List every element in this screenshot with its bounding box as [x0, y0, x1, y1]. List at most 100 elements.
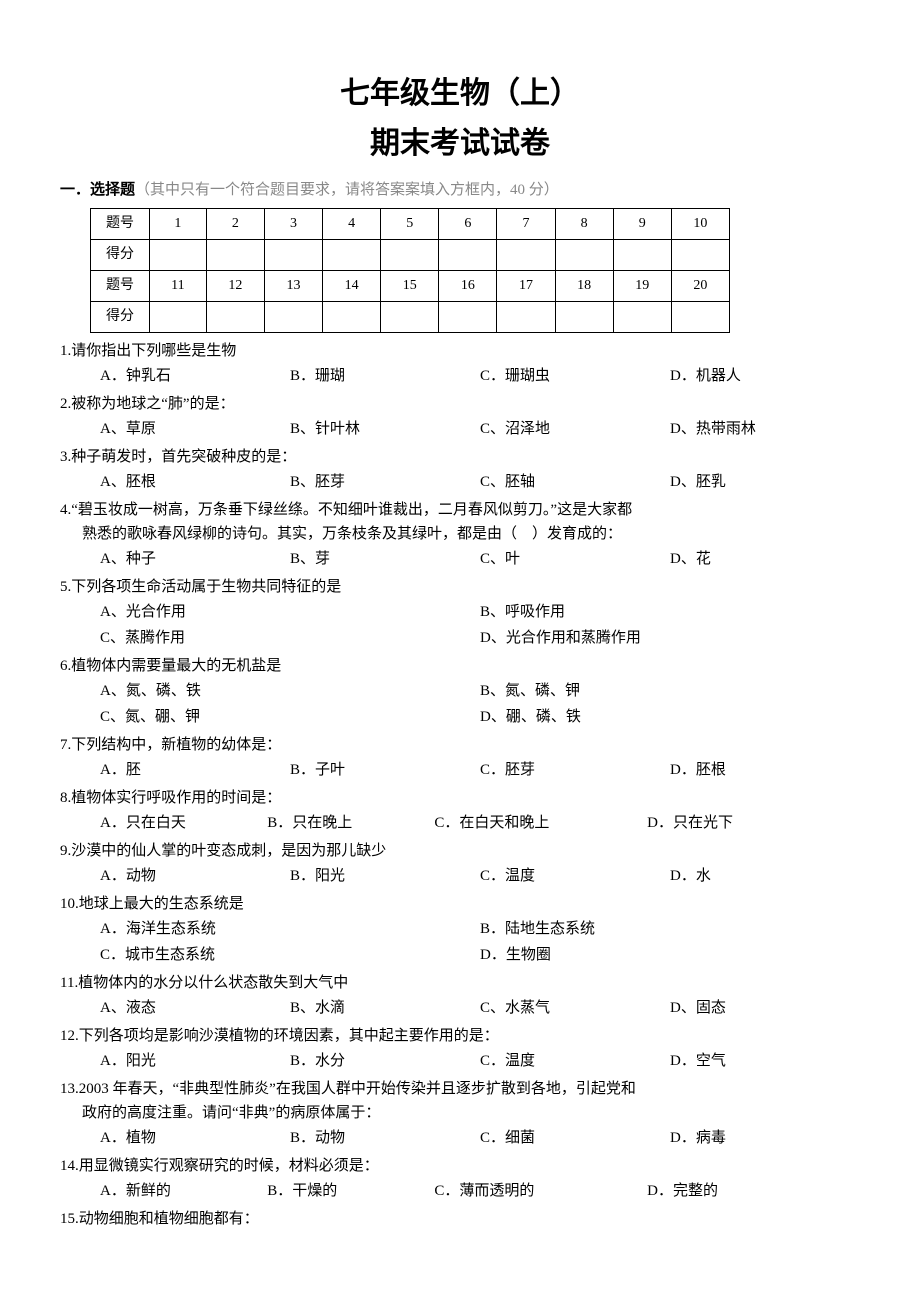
- option-d: D．病毒: [670, 1125, 860, 1151]
- score-cell: 3: [264, 209, 322, 240]
- option-d: D．完整的: [647, 1178, 860, 1204]
- option-d: D、胚乳: [670, 469, 860, 495]
- question-12: 12.下列各项均是影响沙漠植物的环境因素，其中起主要作用的是： A．阳光 B．水…: [60, 1024, 860, 1074]
- section-1-heading: 一．选择题（其中只有一个符合题目要求，请将答案案填入方框内，40 分）: [60, 178, 860, 202]
- question-text: 12.下列各项均是影响沙漠植物的环境因素，其中起主要作用的是：: [60, 1024, 860, 1048]
- option-c: C．薄而透明的: [434, 1178, 647, 1204]
- score-cell: 4: [323, 209, 381, 240]
- score-cell: 15: [381, 271, 439, 302]
- option-d: D．胚根: [670, 757, 860, 783]
- option-c: C、水蒸气: [480, 995, 670, 1021]
- option-d: D．机器人: [670, 363, 860, 389]
- question-3: 3.种子萌发时，首先突破种皮的是： A、胚根 B、胚芽 C、胚轴 D、胚乳: [60, 445, 860, 495]
- question-text: 6.植物体内需要量最大的无机盐是: [60, 654, 860, 678]
- score-cell: 17: [497, 271, 555, 302]
- option-b: B．阳光: [290, 863, 480, 889]
- score-cell: 19: [613, 271, 671, 302]
- score-cell: 10: [671, 209, 729, 240]
- option-d: D、光合作用和蒸腾作用: [480, 625, 860, 651]
- option-a: A．海洋生态系统: [100, 916, 480, 942]
- option-a: A．只在白天: [100, 810, 267, 836]
- question-text: 1.请你指出下列哪些是生物: [60, 339, 860, 363]
- question-1: 1.请你指出下列哪些是生物 A．钟乳石 B．珊瑚 C．珊瑚虫 D．机器人: [60, 339, 860, 389]
- section-name: 选择题: [90, 182, 135, 198]
- option-c: C、沼泽地: [480, 416, 670, 442]
- score-blank: [264, 302, 322, 333]
- question-5: 5.下列各项生命活动属于生物共同特征的是 A、光合作用 B、呼吸作用 C、蒸腾作…: [60, 575, 860, 651]
- option-a: A、胚根: [100, 469, 290, 495]
- option-c: C．细菌: [480, 1125, 670, 1151]
- option-d: D、固态: [670, 995, 860, 1021]
- option-d: D、硼、磷、铁: [480, 704, 860, 730]
- score-cell: 6: [439, 209, 497, 240]
- option-b: B．陆地生态系统: [480, 916, 860, 942]
- score-label-qnum: 题号: [91, 209, 150, 240]
- option-a: A．新鲜的: [100, 1178, 267, 1204]
- score-cell: 18: [555, 271, 613, 302]
- score-blank: [555, 302, 613, 333]
- option-b: B、芽: [290, 546, 480, 572]
- score-cell: 7: [497, 209, 555, 240]
- score-label-qnum: 题号: [91, 271, 150, 302]
- option-a: A、种子: [100, 546, 290, 572]
- question-text: 10.地球上最大的生态系统是: [60, 892, 860, 916]
- score-blank: [613, 240, 671, 271]
- score-cell: 12: [206, 271, 264, 302]
- section-prefix: 一．: [60, 182, 90, 198]
- option-c: C．温度: [480, 863, 670, 889]
- score-blank: [264, 240, 322, 271]
- question-text: 8.植物体实行呼吸作用的时间是：: [60, 786, 860, 810]
- question-14: 14.用显微镜实行观察研究的时候，材料必须是： A．新鲜的 B．干燥的 C．薄而…: [60, 1154, 860, 1204]
- option-a: A、光合作用: [100, 599, 480, 625]
- question-text-cont: 政府的高度注重。请问“非典”的病原体属于：: [60, 1101, 860, 1125]
- option-c: C．珊瑚虫: [480, 363, 670, 389]
- score-label-score: 得分: [91, 302, 150, 333]
- option-d: D．水: [670, 863, 860, 889]
- score-blank: [323, 302, 381, 333]
- option-b: B．珊瑚: [290, 363, 480, 389]
- score-cell: 9: [613, 209, 671, 240]
- question-7: 7.下列结构中，新植物的幼体是： A．胚 B．子叶 C．胚芽 D．胚根: [60, 733, 860, 783]
- option-b: B．动物: [290, 1125, 480, 1151]
- question-15: 15.动物细胞和植物细胞都有：: [60, 1207, 860, 1231]
- question-text: 14.用显微镜实行观察研究的时候，材料必须是：: [60, 1154, 860, 1178]
- option-b: B．子叶: [290, 757, 480, 783]
- option-b: B、针叶林: [290, 416, 480, 442]
- score-cell: 5: [381, 209, 439, 240]
- question-9: 9.沙漠中的仙人掌的叶变态成刺，是因为那儿缺少 A．动物 B．阳光 C．温度 D…: [60, 839, 860, 889]
- option-d: D、热带雨林: [670, 416, 860, 442]
- option-a: A．阳光: [100, 1048, 290, 1074]
- option-c: C．在白天和晚上: [434, 810, 647, 836]
- score-blank: [671, 240, 729, 271]
- option-c: C、氮、硼、钾: [100, 704, 480, 730]
- score-blank: [439, 240, 497, 271]
- option-c: C、叶: [480, 546, 670, 572]
- score-blank: [150, 240, 207, 271]
- question-text: 9.沙漠中的仙人掌的叶变态成刺，是因为那儿缺少: [60, 839, 860, 863]
- question-text: 11.植物体内的水分以什么状态散失到大气中: [60, 971, 860, 995]
- option-b: B、呼吸作用: [480, 599, 860, 625]
- question-10: 10.地球上最大的生态系统是 A．海洋生态系统 B．陆地生态系统 C．城市生态系…: [60, 892, 860, 968]
- option-a: A．钟乳石: [100, 363, 290, 389]
- score-blank: [555, 240, 613, 271]
- score-cell: 16: [439, 271, 497, 302]
- option-b: B．水分: [290, 1048, 480, 1074]
- doc-title: 七年级生物（上）: [60, 70, 860, 118]
- score-blank: [206, 302, 264, 333]
- score-cell: 14: [323, 271, 381, 302]
- option-d: D、花: [670, 546, 860, 572]
- question-text: 7.下列结构中，新植物的幼体是：: [60, 733, 860, 757]
- question-13: 13.2003 年春天，“非典型性肺炎”在我国人群中开始传染并且逐步扩散到各地，…: [60, 1077, 860, 1151]
- option-c: C、胚轴: [480, 469, 670, 495]
- option-c: C．城市生态系统: [100, 942, 480, 968]
- section-note: （其中只有一个符合题目要求，请将答案案填入方框内，40 分）: [135, 182, 559, 198]
- option-b: B．只在晚上: [267, 810, 434, 836]
- score-blank: [323, 240, 381, 271]
- score-blank: [206, 240, 264, 271]
- score-cell: 13: [264, 271, 322, 302]
- question-text: 13.2003 年春天，“非典型性肺炎”在我国人群中开始传染并且逐步扩散到各地，…: [60, 1077, 860, 1101]
- option-c: C、蒸腾作用: [100, 625, 480, 651]
- score-table: 题号 1 2 3 4 5 6 7 8 9 10 得分 题号 11 12 13 1…: [90, 208, 730, 333]
- option-a: A．胚: [100, 757, 290, 783]
- option-c: C．温度: [480, 1048, 670, 1074]
